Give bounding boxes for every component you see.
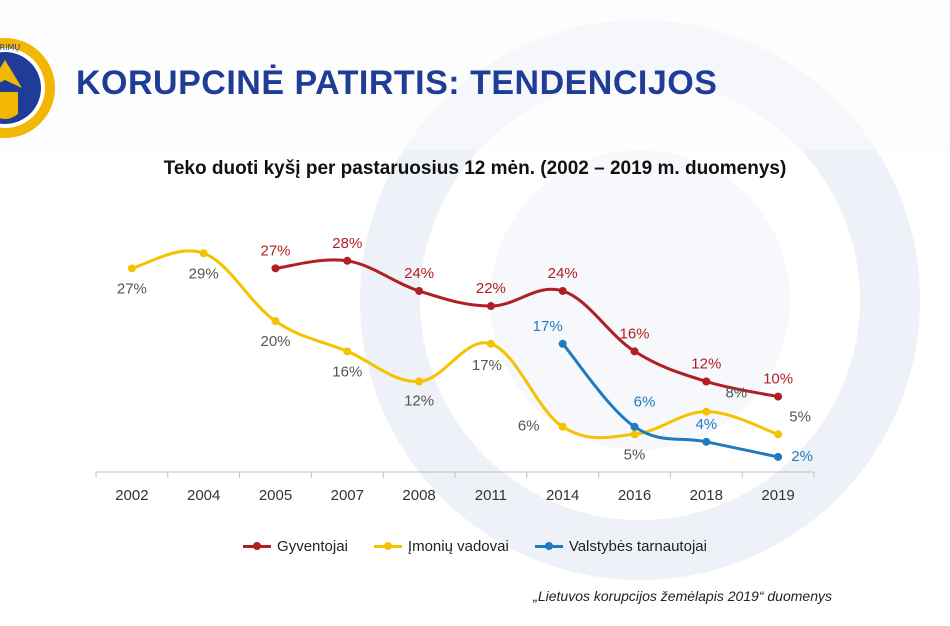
x-tick-label: 2004: [187, 487, 220, 504]
data-label: 10%: [763, 371, 793, 388]
agency-logo: TYRIMŲ: [0, 38, 55, 138]
data-label: 16%: [619, 325, 649, 342]
data-label: 22%: [476, 280, 506, 297]
chart-title: Teko duoti kyšį per pastaruosius 12 mėn.…: [163, 158, 787, 179]
data-point: [774, 430, 783, 439]
data-label: 20%: [260, 333, 290, 350]
legend-label: Įmonių vadovai: [407, 538, 509, 555]
x-tick-label: 2018: [690, 487, 723, 504]
series-line-2: [561, 342, 780, 459]
data-label: 17%: [472, 357, 502, 374]
data-label: 28%: [332, 235, 362, 252]
legend-item: Įmonių vadovai: [373, 538, 509, 555]
legend-item: Valstybės tarnautojai: [534, 538, 707, 555]
legend-swatch: [373, 542, 402, 550]
data-point: [415, 286, 424, 295]
legend-label: Valstybės tarnautojai: [568, 538, 707, 555]
data-label: 4%: [695, 416, 717, 433]
series-line-1: [130, 249, 780, 440]
data-point: [774, 452, 783, 461]
data-label: 6%: [518, 418, 540, 435]
data-label: 16%: [332, 363, 362, 380]
chart-legend: Gyventojai Įmonių vadovai Valstybės tarnau…: [0, 538, 950, 555]
data-point: [199, 249, 208, 258]
data-point: [630, 347, 639, 356]
data-point: [271, 264, 280, 273]
data-label: 6%: [634, 394, 656, 411]
x-tick-label: 2011: [475, 487, 507, 504]
data-label: 8%: [725, 385, 747, 402]
data-label: 24%: [404, 265, 434, 282]
data-point: [774, 392, 783, 401]
data-label: 27%: [117, 280, 147, 297]
x-tick-label: 2002: [115, 487, 148, 504]
slide-title: KORUPCINĖ PATIRTIS: TENDENCIJOS: [76, 64, 718, 102]
data-point: [702, 407, 711, 416]
data-point: [558, 286, 567, 295]
data-label: 24%: [548, 265, 578, 282]
data-label: 2%: [791, 448, 813, 465]
data-label: 17%: [533, 318, 563, 335]
legend-swatch: [243, 542, 272, 550]
x-tick-label: 2019: [761, 487, 794, 504]
data-point: [415, 377, 424, 386]
data-label: 12%: [404, 392, 434, 409]
x-tick-label: 2008: [402, 487, 435, 504]
data-point: [630, 422, 639, 431]
data-point: [558, 339, 567, 348]
x-tick-label: 2007: [331, 487, 364, 504]
data-point: [486, 339, 495, 348]
data-point: [127, 264, 136, 273]
x-tick-label: 2005: [259, 487, 292, 504]
legend-item: Gyventojai: [243, 538, 348, 555]
x-tick-label: 2014: [546, 487, 579, 504]
data-point: [630, 430, 639, 439]
legend-swatch: [534, 542, 563, 550]
data-point: [343, 256, 352, 265]
data-label: 5%: [789, 408, 811, 425]
data-point: [271, 317, 280, 326]
data-point: [343, 347, 352, 356]
data-point: [486, 302, 495, 311]
data-label: 29%: [189, 265, 219, 282]
data-point: [702, 377, 711, 386]
legend-label: Gyventojai: [277, 538, 348, 555]
x-tick-label: 2016: [618, 487, 651, 504]
data-label: 5%: [624, 446, 646, 463]
data-point: [558, 422, 567, 431]
svg-text:TYRIMŲ: TYRIMŲ: [0, 43, 20, 52]
data-label: 12%: [691, 355, 721, 372]
series-line-0: [274, 258, 780, 399]
data-point: [702, 437, 711, 446]
data-label: 27%: [260, 242, 290, 259]
source-note: „Lietuvos korupcijos žemėlapis 2019“ duo…: [533, 588, 832, 604]
